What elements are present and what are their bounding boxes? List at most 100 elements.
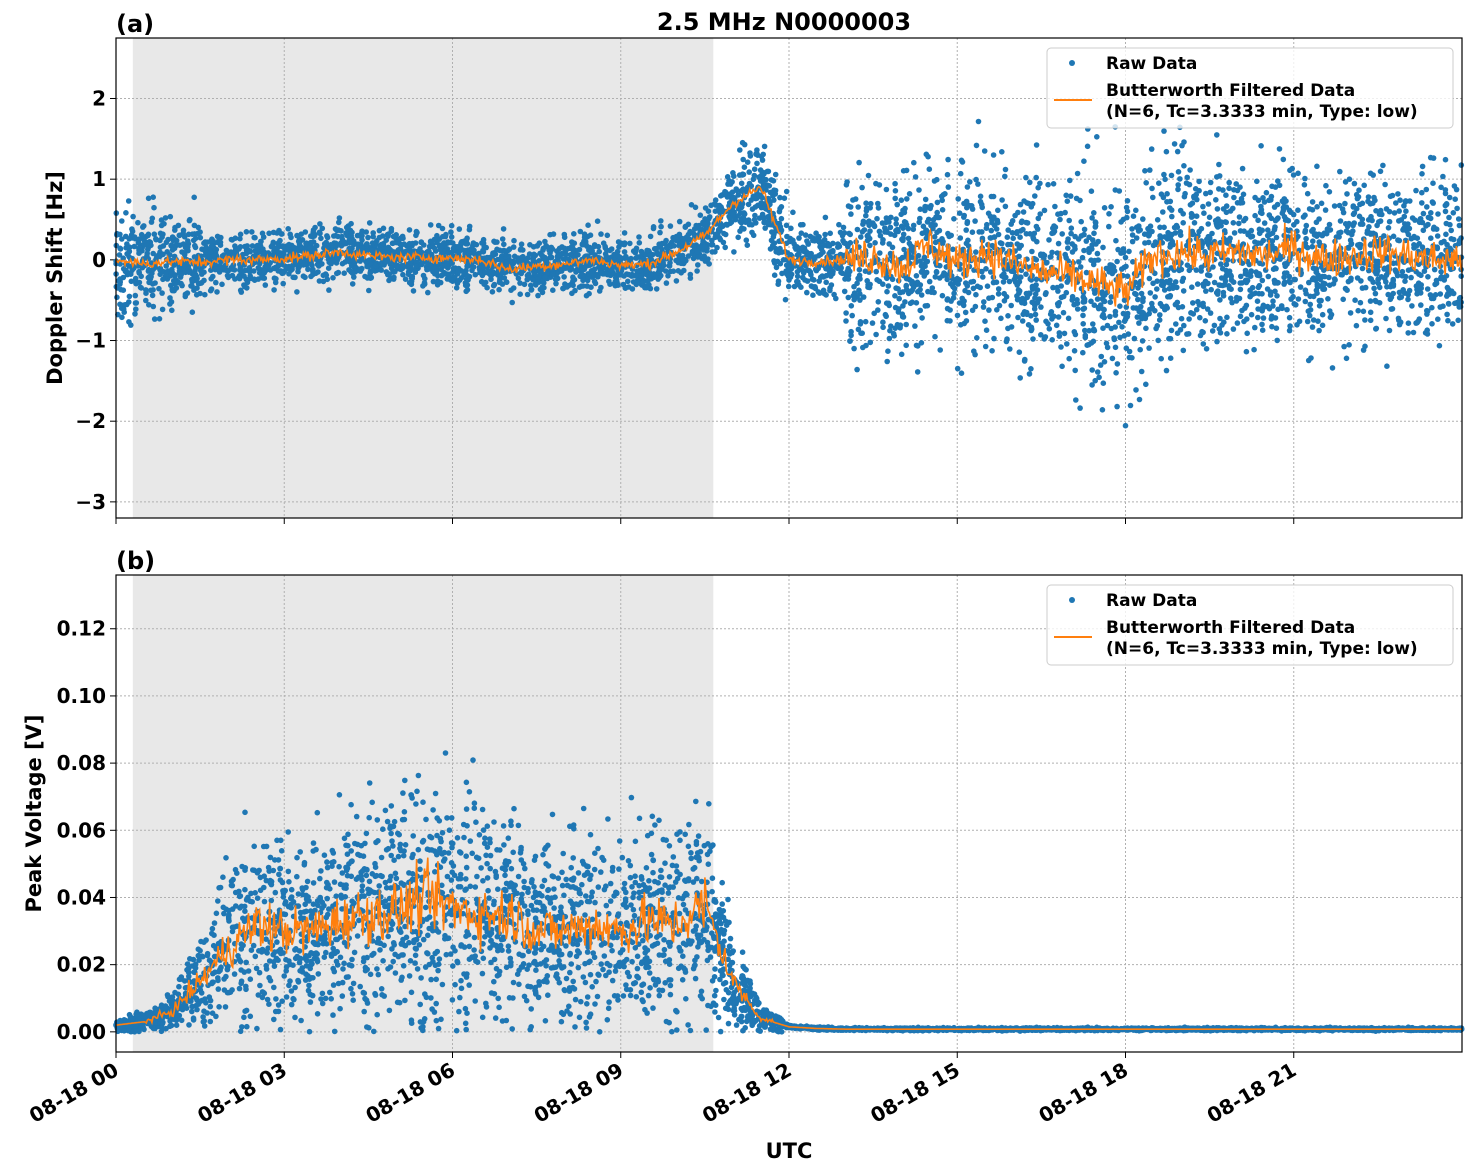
raw-data-point — [1136, 320, 1142, 326]
raw-data-point — [306, 245, 313, 251]
raw-data-point — [182, 262, 188, 269]
raw-data-point — [1287, 323, 1293, 329]
raw-data-point — [391, 274, 397, 281]
raw-data-point — [1008, 302, 1014, 309]
raw-data-point — [1055, 211, 1061, 217]
raw-data-point — [904, 196, 910, 202]
raw-data-point — [856, 266, 863, 273]
raw-data-point — [359, 245, 365, 251]
raw-data-point — [456, 226, 463, 232]
raw-data-point — [1081, 297, 1087, 303]
raw-data-point — [251, 276, 257, 283]
raw-data-point — [1217, 297, 1223, 303]
raw-data-point — [217, 242, 224, 248]
raw-data-point — [1420, 210, 1427, 217]
raw-data-point — [876, 228, 883, 235]
raw-data-point — [822, 231, 828, 238]
raw-data-point — [986, 307, 992, 313]
raw-data-point — [1109, 355, 1116, 362]
raw-data-point — [1220, 289, 1227, 296]
raw-data-point — [737, 210, 744, 217]
raw-data-point — [897, 322, 904, 329]
raw-data-point — [1376, 219, 1382, 225]
raw-data-point — [393, 232, 400, 238]
raw-data-point — [1252, 194, 1258, 201]
raw-data-point — [1365, 198, 1371, 205]
raw-data-point — [1028, 326, 1035, 333]
raw-data-point — [1090, 321, 1096, 327]
raw-data-point — [1055, 288, 1061, 294]
raw-data-point — [1290, 293, 1296, 300]
raw-data-point — [509, 299, 515, 306]
raw-data-point — [1200, 329, 1206, 336]
raw-data-point — [1064, 341, 1070, 347]
raw-data-point — [1215, 216, 1221, 222]
raw-data-point — [733, 187, 740, 194]
raw-data-point — [1223, 203, 1230, 209]
raw-data-point — [1386, 327, 1393, 334]
raw-data-point — [1430, 155, 1437, 161]
raw-data-point — [285, 226, 292, 232]
raw-data-point — [1286, 327, 1293, 334]
raw-data-point — [1167, 205, 1173, 211]
raw-data-point — [1037, 211, 1043, 217]
raw-data-point — [130, 213, 136, 220]
raw-data-point — [302, 274, 308, 281]
raw-data-point — [947, 318, 953, 324]
raw-data-point — [750, 193, 757, 200]
raw-data-point — [1386, 218, 1393, 225]
raw-data-point — [1281, 281, 1287, 287]
raw-data-point — [550, 231, 557, 237]
raw-data-point — [1133, 291, 1139, 298]
raw-data-point — [817, 274, 824, 281]
raw-data-point — [1080, 349, 1086, 356]
raw-data-point — [119, 236, 125, 242]
raw-data-point — [906, 277, 913, 283]
raw-data-point — [718, 193, 724, 199]
raw-data-point — [305, 266, 311, 273]
raw-data-point — [1115, 246, 1121, 253]
raw-data-point — [382, 258, 389, 265]
raw-data-point — [1452, 300, 1458, 307]
raw-data-point — [1089, 367, 1095, 373]
raw-data-point — [1316, 327, 1322, 334]
raw-data-point — [1046, 326, 1053, 332]
raw-data-point — [223, 247, 230, 254]
raw-data-point — [1324, 226, 1331, 232]
raw-data-point — [1449, 321, 1456, 327]
raw-data-point — [1306, 312, 1313, 319]
raw-data-point — [1193, 306, 1200, 313]
raw-data-point — [805, 240, 811, 247]
raw-data-point — [867, 205, 873, 211]
raw-data-point — [1068, 230, 1074, 237]
raw-data-point — [954, 275, 961, 282]
raw-data-point — [1141, 231, 1148, 237]
raw-data-point — [843, 310, 849, 316]
raw-data-point — [577, 228, 584, 235]
raw-data-point — [1002, 203, 1009, 210]
raw-data-point — [804, 289, 810, 296]
raw-data-point — [1221, 282, 1228, 288]
raw-data-point — [1065, 245, 1071, 251]
raw-data-point — [1233, 298, 1240, 304]
raw-data-point — [994, 307, 1000, 313]
raw-data-point — [892, 188, 899, 194]
raw-data-point — [1178, 315, 1185, 322]
raw-data-point — [973, 291, 979, 298]
raw-data-point — [1438, 269, 1444, 275]
raw-data-point — [332, 232, 339, 239]
raw-data-point — [626, 271, 632, 278]
raw-data-point — [607, 267, 614, 273]
raw-data-point — [743, 237, 750, 243]
raw-data-point — [1446, 214, 1452, 221]
raw-data-point — [146, 266, 152, 273]
raw-data-point — [917, 258, 923, 265]
raw-data-point — [1442, 208, 1449, 215]
raw-data-point — [1450, 236, 1457, 243]
raw-data-point — [380, 225, 387, 232]
raw-data-point — [236, 275, 243, 282]
raw-data-point — [191, 194, 197, 201]
raw-data-point — [511, 237, 517, 244]
raw-data-point — [150, 250, 156, 257]
raw-data-point — [1001, 298, 1008, 304]
